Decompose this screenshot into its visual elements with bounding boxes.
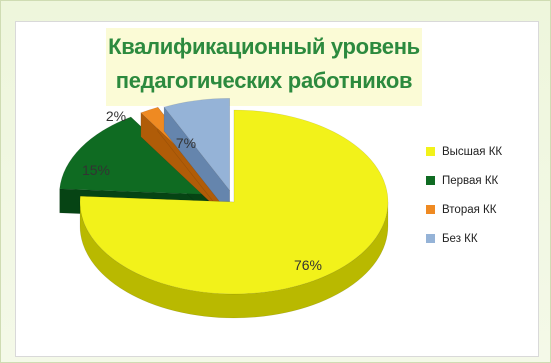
legend-label-vysshaya: Высшая КК [442,146,503,158]
pie-slice-label-1: 15% [82,162,110,178]
legend-swatch-bez [426,234,435,243]
chart-title-line-2: педагогических работников [115,68,413,93]
legend-swatch-vtoraya [426,205,435,214]
chart-area: Квалификационный уровень педагогических … [15,21,539,357]
chart-title: Квалификационный уровень педагогических … [106,28,422,106]
pie-slice-3 [163,98,230,192]
legend-label-pervaya: Первая КК [442,175,499,187]
pie-slice-label-0: 76% [294,257,322,273]
pie-slice-0 [79,109,389,295]
pie-chart: 76% 15% 2% 7% [59,98,389,319]
legend-label-bez: Без КК [442,233,478,245]
chart-title-line-1: Квалификационный уровень [108,34,420,59]
pie-slice-1 [59,116,215,196]
legend-swatch-vysshaya [426,147,435,156]
legend-swatch-pervaya [426,176,435,185]
pie-slice-label-2: 2% [106,108,126,124]
pie-slice-label-3: 7% [176,135,196,151]
legend-label-vtoraya: Вторая КК [442,204,497,216]
